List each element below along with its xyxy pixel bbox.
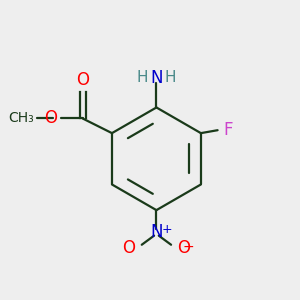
Text: H: H (137, 70, 148, 85)
Text: N: N (150, 68, 163, 86)
Text: O: O (177, 239, 190, 257)
Text: O: O (122, 239, 135, 257)
Text: −: − (183, 240, 194, 254)
Text: O: O (44, 110, 57, 128)
Text: O: O (76, 70, 89, 88)
Text: H: H (165, 70, 176, 85)
Text: +: + (162, 223, 172, 236)
Text: CH₃: CH₃ (8, 112, 34, 125)
Text: F: F (224, 121, 233, 139)
Text: N: N (150, 223, 163, 241)
